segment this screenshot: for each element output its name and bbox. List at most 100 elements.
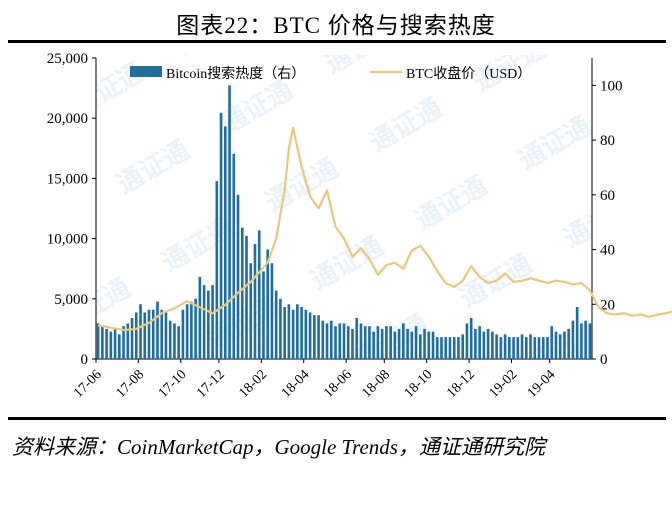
search-heat-bar <box>389 326 392 359</box>
y-left-tick-label: 20,000 <box>47 111 88 127</box>
y-left-tick-label: 10,000 <box>47 232 88 248</box>
y-left-tick-label: 15,000 <box>47 171 88 187</box>
search-heat-bar <box>541 337 545 359</box>
search-heat-bar <box>236 194 240 359</box>
search-heat-bar <box>465 323 469 359</box>
search-heat-bar <box>537 337 541 359</box>
search-heat-bar <box>508 337 511 359</box>
search-heat-bar <box>296 304 299 359</box>
search-heat-bar <box>584 320 587 359</box>
search-heat-bar <box>550 326 554 359</box>
legend-label-btc-price: BTC收盘价（USD） <box>406 65 531 82</box>
top-rule <box>8 40 666 43</box>
search-heat-bar <box>118 334 121 359</box>
btc-price-line <box>97 126 672 332</box>
search-heat-bar <box>554 331 558 359</box>
search-heat-bar <box>486 328 490 359</box>
search-heat-bar <box>495 334 498 359</box>
search-heat-bar <box>185 304 189 359</box>
search-heat-bar <box>444 337 448 359</box>
search-heat-bar <box>151 309 155 359</box>
search-heat-bar <box>546 337 549 359</box>
y-right-tick-label: 60 <box>600 188 615 204</box>
search-heat-bar <box>503 334 507 359</box>
search-heat-bar <box>431 331 435 359</box>
search-heat-bar <box>317 315 320 359</box>
search-heat-bar <box>588 323 592 359</box>
search-heat-bar <box>198 276 202 359</box>
search-heat-bar <box>329 320 333 359</box>
search-heat-bar <box>202 285 206 359</box>
search-heat-bar <box>338 323 342 359</box>
search-heat-bar <box>313 315 316 359</box>
search-heat-bar <box>499 337 503 359</box>
search-heat-bar <box>207 290 210 359</box>
search-heat-bar <box>160 309 164 359</box>
legend-swatch-search-heat <box>130 66 162 77</box>
search-heat-bar <box>190 301 193 359</box>
search-heat-bar <box>533 337 537 359</box>
search-heat-bar <box>372 331 375 359</box>
search-heat-bar <box>346 326 350 359</box>
search-heat-bar <box>96 323 100 359</box>
search-heat-bar <box>571 320 575 359</box>
x-tick-label: 18-04 <box>279 367 313 401</box>
search-heat-bar <box>211 285 214 359</box>
search-heat-bar <box>427 331 431 359</box>
x-tick-label: 18-12 <box>444 367 478 401</box>
search-heat-bar <box>334 326 337 359</box>
y-right-tick-label: 80 <box>600 133 615 149</box>
search-heat-bar <box>563 331 566 359</box>
search-heat-bar <box>266 249 270 359</box>
search-heat-bar <box>181 309 185 359</box>
search-heat-bar <box>376 326 380 359</box>
search-heat-bar <box>351 328 354 359</box>
search-heat-bar <box>283 307 286 359</box>
search-heat-bar <box>558 334 562 359</box>
search-heat-bar <box>414 326 418 359</box>
search-heat-bar <box>359 323 363 359</box>
search-heat-bar <box>342 323 346 359</box>
search-heat-bar <box>143 312 147 359</box>
bottom-rule <box>8 417 666 420</box>
search-heat-bar <box>478 326 481 359</box>
search-heat-bar <box>410 331 414 359</box>
search-heat-bar <box>380 328 384 359</box>
search-heat-bar <box>457 337 460 359</box>
search-heat-bar <box>113 328 117 359</box>
search-heat-bar <box>223 126 227 359</box>
search-heat-bar <box>482 331 486 359</box>
search-heat-bar <box>177 326 180 359</box>
source-note: 资料来源：CoinMarketCap，Google Trends，通证通研究院 <box>12 435 545 459</box>
search-heat-bar <box>109 331 113 359</box>
search-heat-bar <box>270 263 274 359</box>
search-heat-bar <box>325 323 329 359</box>
search-heat-bar <box>512 337 515 359</box>
y-left-tick-label: 0 <box>81 352 89 368</box>
search-heat-bar <box>355 317 359 359</box>
search-heat-bar <box>516 337 520 359</box>
x-tick-label: 18-02 <box>236 367 270 401</box>
x-tick-label: 18-08 <box>359 367 393 401</box>
search-heat-bar <box>279 298 282 359</box>
search-heat-bar <box>304 309 308 359</box>
search-heat-bar <box>168 320 172 359</box>
search-heat-bar <box>139 304 142 359</box>
search-heat-bar <box>262 271 265 359</box>
search-heat-bar <box>567 328 570 359</box>
search-heat-bar <box>300 307 303 359</box>
search-heat-bar <box>228 85 231 359</box>
search-heat-bar <box>461 334 465 359</box>
search-heat-bar <box>418 334 422 359</box>
search-heat-bar <box>164 312 168 359</box>
y-right-tick-label: 0 <box>600 352 608 368</box>
search-heat-bar <box>469 317 473 359</box>
search-heat-bar <box>368 326 371 359</box>
search-heat-bar <box>240 227 244 359</box>
search-heat-bar <box>448 337 452 359</box>
search-heat-bar <box>147 309 151 359</box>
search-heat-bar <box>232 153 236 359</box>
search-heat-bar <box>385 326 388 359</box>
chart-title: 图表22：BTC 价格与搜索热度 <box>176 13 496 38</box>
search-heat-bar <box>130 317 134 359</box>
